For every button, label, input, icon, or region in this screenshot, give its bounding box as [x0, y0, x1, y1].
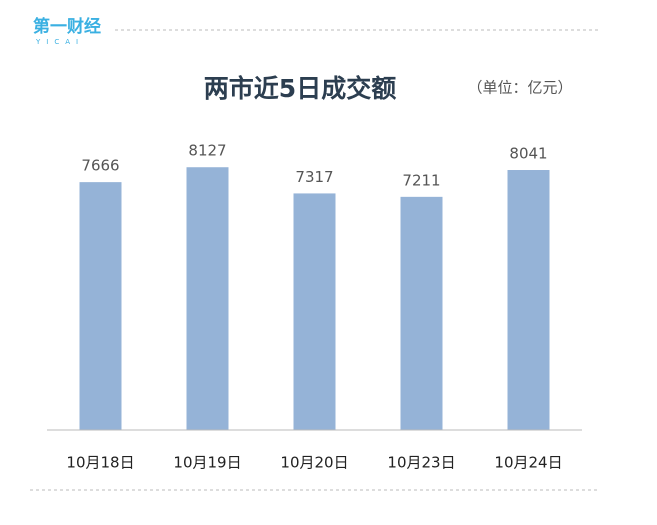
value-label: 8127 [188, 142, 226, 160]
logo-sub: YICAI [35, 38, 84, 46]
bar [507, 170, 550, 430]
value-label: 7666 [81, 157, 119, 175]
bar [79, 182, 122, 430]
x-tick-label: 10月24日 [494, 454, 562, 472]
bar [293, 193, 336, 430]
value-label: 7211 [402, 171, 440, 189]
x-tick-label: 10月19日 [173, 454, 241, 472]
logo: 第一财经 [33, 16, 101, 37]
bar [400, 196, 443, 430]
bar [186, 167, 229, 431]
value-label: 7317 [295, 168, 333, 186]
x-tick-label: 10月18日 [66, 454, 134, 472]
unit-label: （单位：亿元） [467, 79, 572, 97]
x-tick-label: 10月23日 [387, 454, 455, 472]
chart-title: 两市近5日成交额 [204, 74, 396, 103]
value-label: 8041 [509, 145, 547, 163]
x-tick-label: 10月20日 [280, 454, 348, 472]
